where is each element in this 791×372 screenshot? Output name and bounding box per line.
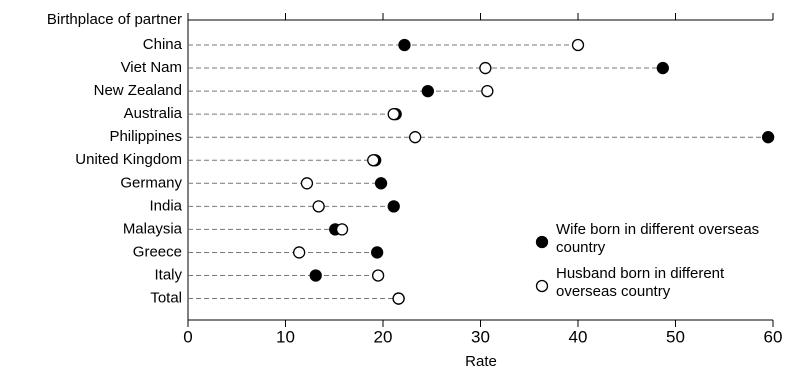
y-tick-label: Total <box>150 290 182 307</box>
dot <box>571 38 585 52</box>
y-tick-label: Viet Nam <box>121 59 182 76</box>
y-tick-label: New Zealand <box>94 82 182 99</box>
y-tick-label: Germany <box>120 174 182 191</box>
dot <box>479 61 492 75</box>
x-axis-label: Rate <box>465 353 497 370</box>
dot <box>371 269 385 282</box>
x-tick-label: 30 <box>471 327 490 346</box>
y-tick-label: China <box>143 36 183 53</box>
dot <box>761 131 775 144</box>
y-tick-label: Italy <box>154 266 182 283</box>
dot <box>374 177 388 190</box>
dot <box>335 223 349 236</box>
dot <box>300 177 314 190</box>
y-tick-label: Malaysia <box>123 220 183 237</box>
dot <box>367 154 380 167</box>
x-tick-label: 20 <box>374 327 393 346</box>
dot <box>309 269 322 282</box>
dot <box>398 38 411 52</box>
dot <box>409 131 422 144</box>
x-tick-label: 60 <box>764 327 783 346</box>
dot <box>387 200 400 213</box>
dot <box>421 84 435 98</box>
x-tick-label: 10 <box>276 327 295 346</box>
dot <box>656 61 669 75</box>
x-tick-label: 40 <box>569 327 588 346</box>
dot <box>481 84 494 98</box>
y-tick-label: Philippines <box>109 128 182 145</box>
y-tick-label: India <box>149 197 182 214</box>
dot <box>292 246 306 259</box>
legend-label: Wife born in different overseas country <box>556 221 760 256</box>
legend-marker <box>535 279 549 293</box>
y-tick-label: United Kingdom <box>75 151 182 168</box>
dot <box>370 246 384 259</box>
dot <box>387 108 400 121</box>
y-axis-label: Birthplace of partner <box>47 11 182 28</box>
legend-marker <box>535 235 549 249</box>
y-tick-label: Australia <box>124 105 183 122</box>
dot <box>392 292 405 305</box>
x-tick-label: 0 <box>183 327 192 346</box>
legend-label: Husband born in different overseas count… <box>556 265 725 300</box>
dot <box>312 200 325 213</box>
y-tick-label: Greece <box>133 243 182 260</box>
x-tick-label: 50 <box>666 327 685 346</box>
